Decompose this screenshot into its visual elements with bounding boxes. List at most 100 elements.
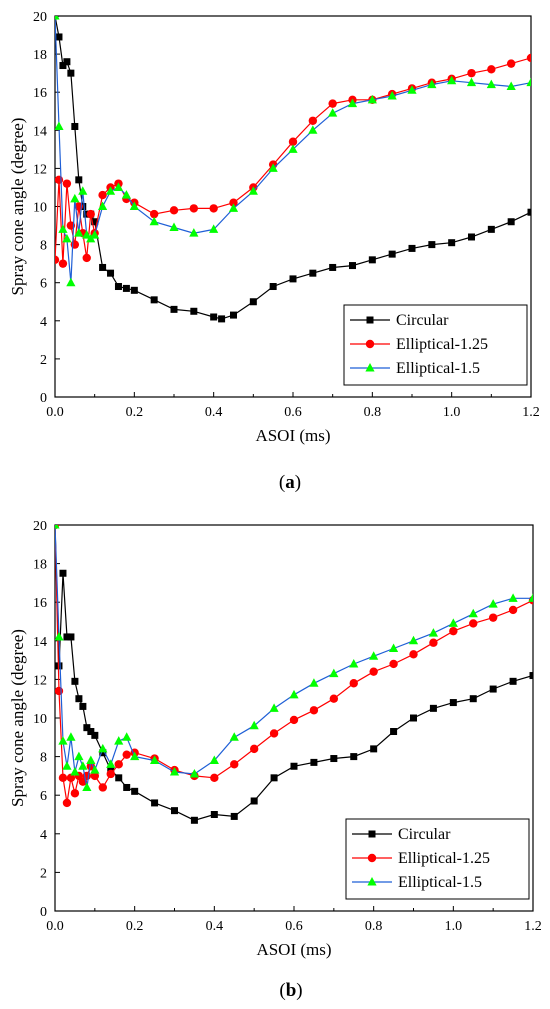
plot-area (55, 525, 533, 824)
data-point (508, 593, 518, 602)
y-tick-label: 14 (33, 635, 47, 650)
data-point (59, 62, 67, 70)
y-tick-label: 0 (40, 391, 47, 406)
data-point (70, 789, 80, 798)
panel-label-letter: b (286, 980, 297, 1001)
data-point (210, 313, 218, 321)
data-point (429, 704, 437, 712)
data-point (169, 767, 180, 776)
data-point (309, 678, 319, 687)
data-point (408, 635, 419, 645)
legend: Circular Elliptical-1.25 Elliptical-1.5 (345, 818, 530, 900)
data-point (67, 69, 75, 77)
series-elliptical-1-5 (55, 525, 533, 791)
y-tick-label: 20 (33, 519, 47, 534)
data-point (55, 33, 63, 41)
data-point (122, 284, 130, 292)
y-tick-label: 12 (33, 673, 47, 688)
data-point (368, 256, 376, 264)
x-tick-label: 1.2 (524, 919, 542, 934)
data-point (427, 79, 437, 89)
data-point (526, 77, 531, 87)
data-point (528, 593, 533, 602)
data-point (79, 702, 87, 710)
data-point (58, 773, 68, 783)
data-point (169, 206, 179, 215)
data-point (171, 807, 178, 815)
y-tick-label: 16 (33, 596, 47, 611)
x-tick-label: 1.0 (445, 919, 463, 934)
data-point (71, 122, 79, 130)
data-point (70, 193, 80, 203)
series-line (55, 16, 531, 320)
data-point (121, 190, 131, 199)
data-point (349, 658, 359, 668)
data-point (428, 241, 436, 249)
data-point (75, 695, 83, 703)
data-point (114, 283, 122, 291)
data-point (448, 239, 456, 247)
data-point (63, 58, 71, 66)
legend-label: Elliptical-1.5 (398, 874, 482, 891)
data-point (230, 760, 239, 769)
data-point (529, 672, 533, 680)
data-point (228, 203, 239, 212)
legend-marker (367, 877, 377, 886)
data-point (388, 643, 399, 653)
x-tick-label: 0.4 (206, 919, 224, 934)
data-point (329, 263, 337, 271)
x-tick-label: 0.0 (46, 919, 64, 934)
data-point (350, 753, 358, 761)
x-tick-label: 0.8 (364, 405, 382, 420)
data-point (328, 99, 337, 108)
data-point (390, 728, 398, 736)
data-point (388, 250, 396, 258)
data-point (70, 767, 80, 776)
data-point (107, 269, 115, 277)
data-point (309, 269, 317, 277)
legend-entry: Circular (352, 826, 451, 843)
series-line (55, 525, 533, 803)
panel-label-close: ) (296, 980, 302, 1001)
data-point (87, 728, 95, 736)
y-tick-label: 8 (40, 239, 47, 254)
data-point (149, 216, 159, 226)
x-axis-title: ASOI (ms) (256, 940, 331, 959)
panel-label: (a) (279, 472, 301, 493)
data-point (449, 626, 458, 636)
data-point (114, 736, 124, 745)
data-point (122, 750, 131, 759)
data-point (467, 68, 476, 78)
data-point (98, 201, 108, 210)
data-point (59, 569, 67, 577)
data-point (55, 16, 60, 20)
data-point (210, 811, 218, 818)
data-point (489, 685, 497, 693)
y-tick-label: 20 (33, 10, 47, 25)
data-point (269, 729, 279, 738)
data-point (270, 774, 278, 782)
data-point (369, 651, 379, 660)
data-point (169, 222, 179, 231)
data-point (229, 198, 238, 207)
data-point (288, 137, 298, 146)
legend-label: Elliptical-1.5 (396, 360, 480, 377)
y-tick-label: 6 (40, 277, 47, 292)
data-point (115, 774, 123, 782)
data-point (74, 228, 84, 237)
series-circular (55, 16, 531, 323)
data-point (527, 208, 531, 216)
y-tick-label: 12 (33, 162, 47, 177)
data-point (308, 125, 318, 134)
data-point (308, 116, 318, 125)
data-point (447, 75, 457, 85)
data-point (62, 179, 72, 188)
legend-label: Elliptical-1.25 (398, 850, 490, 867)
y-tick-label: 18 (33, 48, 47, 63)
data-point (106, 759, 116, 768)
data-point (250, 797, 258, 805)
data-point (349, 262, 356, 270)
data-point (410, 714, 417, 722)
series-elliptical-1-25 (55, 53, 531, 268)
legend-marker (366, 316, 374, 324)
